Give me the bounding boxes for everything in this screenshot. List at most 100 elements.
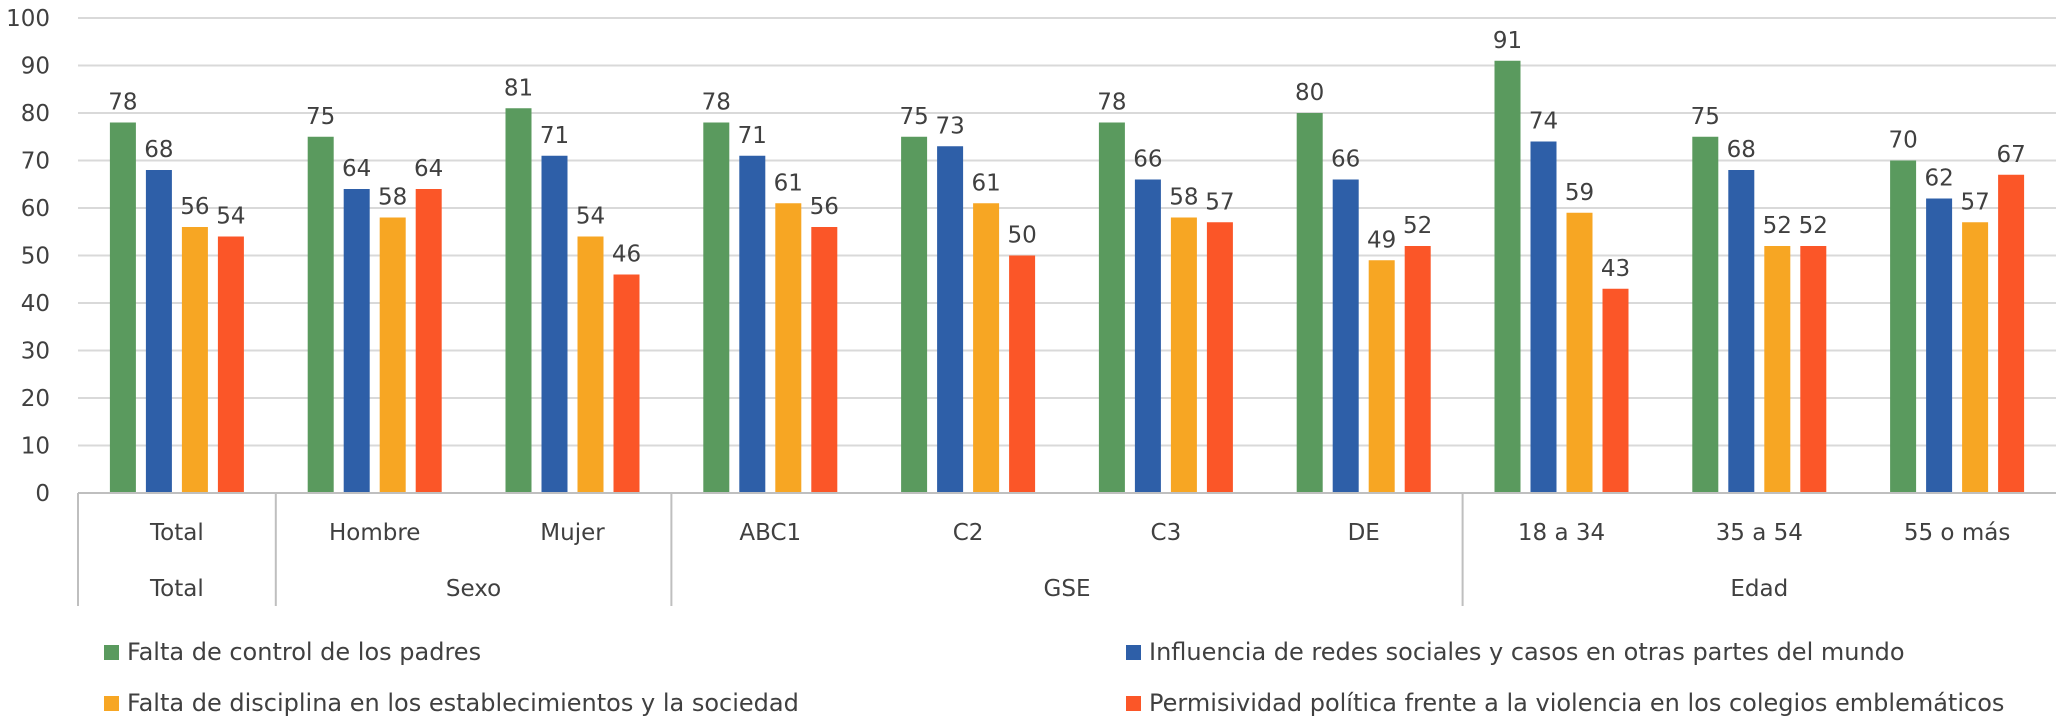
x-category-label: 55 o más <box>1904 520 2010 546</box>
bar <box>1530 141 1557 493</box>
data-label: 52 <box>1763 213 1792 239</box>
bar <box>109 122 136 493</box>
bar <box>1962 222 1989 493</box>
data-label: 78 <box>108 90 137 116</box>
bar <box>1728 170 1755 493</box>
data-label: 71 <box>738 123 767 149</box>
data-label: 71 <box>540 123 569 149</box>
data-label: 50 <box>1007 223 1036 249</box>
data-label: 59 <box>1565 180 1594 206</box>
legend-label: Falta de disciplina en los establecimien… <box>127 689 799 717</box>
data-labels: 78 68 56 54 75 64 58 64 81 71 54 46 78 71 61 56 75 73 61 50… <box>108 28 2025 282</box>
bar <box>217 236 244 493</box>
y-tick-label: 70 <box>21 149 50 175</box>
y-tick-label: 60 <box>21 196 50 222</box>
data-label: 61 <box>971 170 1000 196</box>
data-label: 78 <box>1097 90 1126 116</box>
legend-label: Falta de control de los padres <box>127 638 482 666</box>
legend-item-falta-disciplina: Falta de disciplina en los establecimien… <box>104 689 799 717</box>
data-label: 67 <box>1996 142 2025 168</box>
data-label: 58 <box>1169 185 1198 211</box>
data-label: 78 <box>702 90 731 116</box>
bar <box>379 217 406 493</box>
y-tick-label: 30 <box>21 339 50 365</box>
data-label: 80 <box>1295 80 1324 106</box>
bar <box>973 203 1000 493</box>
x-category-label: Total <box>149 520 204 546</box>
data-label: 68 <box>1727 137 1756 163</box>
x-category-label: ABC1 <box>739 520 801 546</box>
bar <box>613 274 640 493</box>
legend-swatch <box>104 695 119 711</box>
bar <box>505 108 532 493</box>
data-label: 75 <box>1691 104 1720 130</box>
bar <box>1098 122 1125 493</box>
x-category-label: Hombre <box>329 520 420 546</box>
legend-swatch <box>1126 695 1141 711</box>
bar <box>1926 198 1953 493</box>
x-group-label: GSE <box>1044 576 1091 602</box>
bar <box>1332 179 1359 493</box>
data-label: 91 <box>1493 28 1522 54</box>
data-label: 64 <box>342 156 371 182</box>
x-group-label: Total <box>149 576 204 602</box>
bar <box>901 136 928 493</box>
data-label: 73 <box>935 113 964 139</box>
data-label: 57 <box>1205 189 1234 215</box>
data-label: 62 <box>1924 166 1953 192</box>
x-group-label: Edad <box>1730 576 1788 602</box>
bar <box>145 170 172 493</box>
data-label: 58 <box>378 185 407 211</box>
data-label: 46 <box>612 242 641 268</box>
bar <box>343 189 370 493</box>
legend-swatch <box>1126 644 1141 660</box>
bar <box>307 136 334 493</box>
x-category-label: C3 <box>1151 520 1182 546</box>
x-category-label: C2 <box>953 520 984 546</box>
y-tick-label: 50 <box>21 244 50 270</box>
bar <box>739 155 766 493</box>
bar <box>1009 255 1036 493</box>
data-label: 56 <box>180 194 209 220</box>
data-label: 54 <box>576 204 605 230</box>
legend-label: Permisividad política frente a la violen… <box>1149 689 2005 717</box>
bar-chart: 78 68 56 54 75 64 58 64 81 71 54 46 78 71 61 56 75 73 61 50… <box>6 6 2056 606</box>
bar <box>937 146 964 493</box>
bar <box>775 203 802 493</box>
x-category-label: 18 a 34 <box>1518 520 1605 546</box>
bar <box>1494 60 1521 493</box>
data-label: 49 <box>1367 227 1396 253</box>
data-label: 61 <box>774 170 803 196</box>
data-label: 81 <box>504 75 533 101</box>
data-label: 70 <box>1888 128 1917 154</box>
bar <box>181 227 208 493</box>
bar <box>1404 246 1431 493</box>
bar <box>811 227 838 493</box>
data-label: 68 <box>144 137 173 163</box>
bar <box>415 189 442 493</box>
bar <box>541 155 568 493</box>
bars <box>109 60 2025 493</box>
bar <box>1602 288 1629 493</box>
data-label: 66 <box>1331 147 1360 173</box>
x-category-label: DE <box>1348 520 1380 546</box>
axes: 0 10 20 30 40 50 60 70 80 90 100 Total Hombre Mujer AB… <box>6 6 2056 606</box>
bar <box>1800 246 1827 493</box>
data-label: 54 <box>216 204 245 230</box>
data-label: 52 <box>1403 213 1432 239</box>
data-label: 52 <box>1799 213 1828 239</box>
y-tick-label: 90 <box>21 54 50 80</box>
bar <box>1368 260 1395 493</box>
y-tick-label: 40 <box>21 291 50 317</box>
y-tick-label: 0 <box>35 481 50 507</box>
x-category-label: Mujer <box>540 520 605 546</box>
x-category-label: 35 a 54 <box>1716 520 1803 546</box>
data-label: 75 <box>899 104 928 130</box>
legend-item-permisividad-politica: Permisividad política frente a la violen… <box>1126 689 2004 717</box>
bar <box>1998 174 2025 493</box>
legend-item-falta-control-padres: Falta de control de los padres <box>104 638 481 666</box>
legend-swatch <box>104 644 119 660</box>
bar <box>1764 246 1791 493</box>
data-label: 43 <box>1601 256 1630 282</box>
data-label: 75 <box>306 104 335 130</box>
